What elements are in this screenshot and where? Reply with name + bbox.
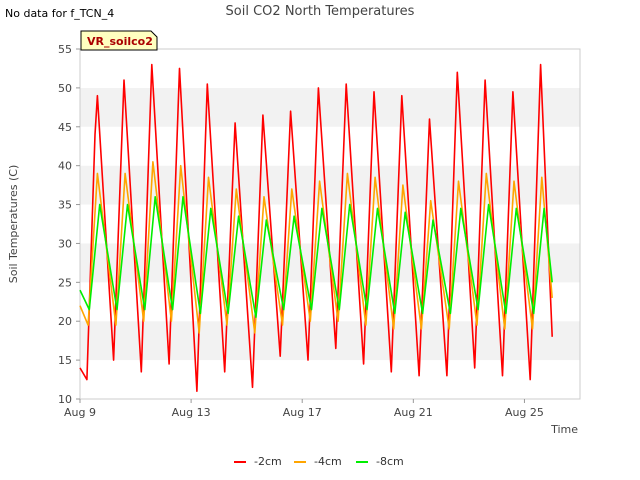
grid-band	[80, 87, 580, 127]
x-axis-ticks: Aug 9 Aug 13 Aug 17 Aug 21 Aug 25	[64, 399, 544, 419]
legend: -2cm -4cm -8cm	[234, 455, 404, 468]
series-lines	[79, 63, 553, 392]
legend-label: -2cm	[254, 455, 282, 468]
x-tick-label: Aug 13	[172, 406, 211, 419]
site-label-box: VR_soilco2	[80, 30, 158, 51]
x-axis-label: Time	[550, 423, 578, 436]
grid-band	[80, 126, 580, 166]
y-tick-label: 50	[58, 82, 72, 95]
y-tick-label: 55	[58, 43, 72, 56]
y-tick-label: 45	[58, 121, 72, 134]
series-line-2cm	[79, 63, 553, 392]
y-tick-label: 10	[58, 393, 72, 406]
grid-band	[80, 204, 580, 244]
y-axis-ticks: 10 15 20 25 30 35 40 45 50 55	[58, 43, 80, 406]
plot-frame	[79, 48, 581, 400]
grid-band	[80, 49, 580, 88]
y-axis-label: Soil Temperatures (C)	[7, 165, 20, 284]
x-tick-label: Aug 21	[394, 406, 433, 419]
y-tick-label: 20	[58, 315, 72, 328]
y-tick-label: 35	[58, 199, 72, 212]
chart-title: Soil CO2 North Temperatures	[226, 4, 415, 19]
grid-band	[80, 165, 580, 205]
legend-label: -4cm	[314, 455, 342, 468]
y-tick-label: 15	[58, 354, 72, 367]
x-tick-label: Aug 9	[64, 406, 96, 419]
grid-bands	[80, 49, 580, 399]
legend-label: -8cm	[376, 455, 404, 468]
site-label: VR_soilco2	[87, 35, 153, 48]
x-tick-label: Aug 17	[283, 406, 322, 419]
series-line-8cm	[79, 196, 553, 319]
no-data-note: No data for f_TCN_4	[5, 7, 115, 20]
y-tick-label: 30	[58, 237, 72, 250]
y-tick-label: 40	[58, 160, 72, 173]
y-tick-label: 25	[58, 276, 72, 289]
grid-band	[80, 360, 580, 399]
grid-band	[80, 321, 580, 361]
x-tick-label: Aug 25	[505, 406, 544, 419]
